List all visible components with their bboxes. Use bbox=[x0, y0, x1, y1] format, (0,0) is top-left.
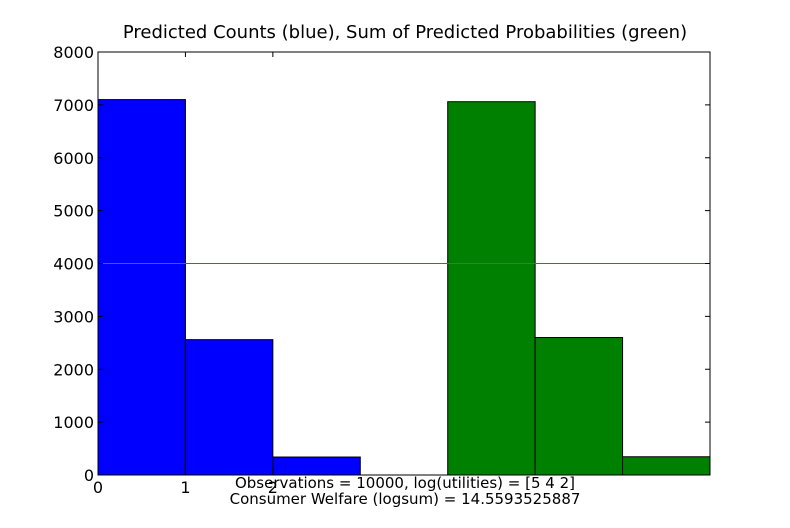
y-tick-label: 2000 bbox=[53, 360, 94, 379]
bar-series2-2 bbox=[534, 337, 624, 476]
bars-group bbox=[97, 99, 711, 476]
annotation-observations: Observations = 10000, log(utilities) = [… bbox=[235, 474, 575, 492]
y-tick-label: 7000 bbox=[53, 96, 94, 115]
bar-series2-3 bbox=[622, 456, 711, 476]
bar-series1-1 bbox=[97, 99, 186, 476]
x-axis-ticks: 0 1 2 bbox=[93, 52, 278, 497]
y-tick-label: 1000 bbox=[53, 413, 94, 432]
y-tick-label: 8000 bbox=[53, 43, 94, 62]
x-tick-label: 2 bbox=[268, 478, 278, 497]
y-tick-label: 6000 bbox=[53, 149, 94, 168]
y-tick-label: 4000 bbox=[53, 255, 94, 274]
bar-series1-3 bbox=[272, 456, 361, 476]
chart-title: Predicted Counts (blue), Sum of Predicte… bbox=[123, 22, 687, 43]
bar-series2-1 bbox=[447, 101, 536, 476]
annotation-consumer-welfare: Consumer Welfare (logsum) = 14.559352588… bbox=[230, 490, 581, 508]
y-axis-ticks: 0 1000 2000 3000 4000 5000 6000 7000 8000 bbox=[53, 43, 710, 485]
y-tick-label: 0 bbox=[84, 466, 94, 485]
bar-series1-2 bbox=[184, 339, 274, 476]
x-tick-label: 1 bbox=[180, 478, 190, 497]
x-tick-label: 0 bbox=[93, 478, 103, 497]
y-tick-label: 5000 bbox=[53, 202, 94, 221]
y-tick-label: 3000 bbox=[53, 307, 94, 326]
